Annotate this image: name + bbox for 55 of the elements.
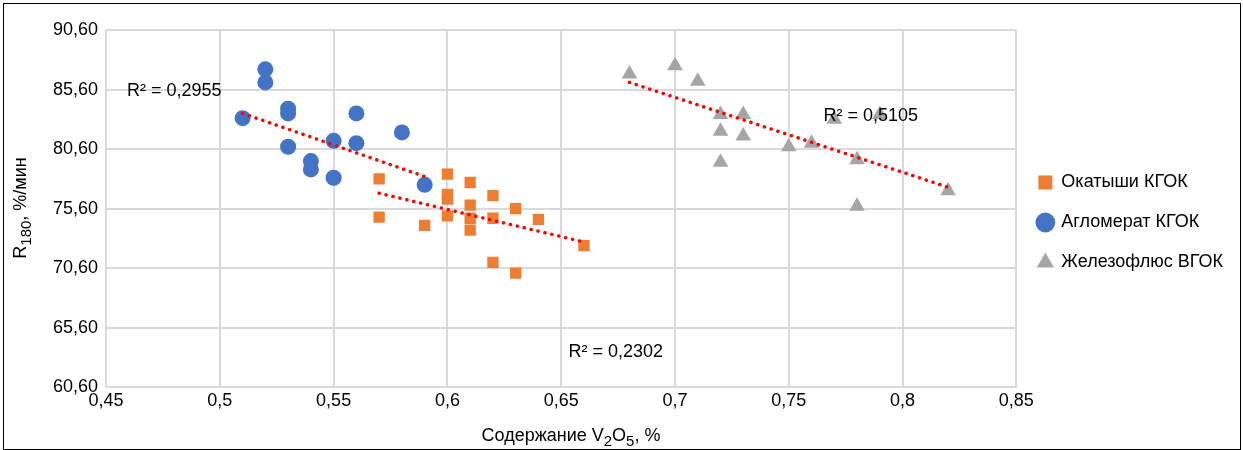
point bbox=[510, 203, 522, 215]
annotation: R² = 0,5105 bbox=[823, 104, 918, 125]
point bbox=[348, 135, 365, 152]
point bbox=[464, 176, 476, 189]
point bbox=[393, 124, 410, 141]
point bbox=[280, 138, 297, 155]
point bbox=[803, 134, 820, 148]
y-tick-label: 75,60 bbox=[53, 197, 99, 218]
x-tick-label: 0,65 bbox=[543, 390, 579, 411]
point bbox=[416, 176, 433, 193]
point bbox=[849, 197, 865, 211]
legend-label: Агломерат КГОК bbox=[1061, 211, 1200, 232]
point bbox=[667, 56, 683, 71]
point bbox=[373, 173, 385, 185]
y-tick-label: 70,60 bbox=[53, 257, 99, 278]
annotation: R² = 0,2955 bbox=[127, 79, 222, 100]
legend-label: Окатыши КГОК bbox=[1061, 171, 1189, 192]
point bbox=[325, 169, 342, 186]
x-tick-label: 0,55 bbox=[316, 390, 352, 411]
point bbox=[578, 239, 590, 252]
point bbox=[735, 105, 752, 120]
y-tick-label: 65,60 bbox=[53, 316, 99, 337]
point bbox=[419, 219, 431, 232]
point bbox=[257, 61, 274, 78]
point bbox=[689, 72, 706, 86]
point bbox=[780, 137, 797, 152]
annotation: R² = 0,2302 bbox=[568, 340, 664, 361]
point bbox=[441, 193, 454, 205]
y-tick-label: 85,60 bbox=[53, 78, 99, 99]
x-tick-label: 0,7 bbox=[662, 390, 688, 411]
point bbox=[735, 127, 752, 141]
point bbox=[348, 105, 365, 122]
point bbox=[532, 213, 545, 226]
point bbox=[712, 153, 729, 167]
point bbox=[441, 210, 454, 222]
point bbox=[510, 267, 522, 279]
point bbox=[441, 168, 454, 180]
x-tick-label: 0,85 bbox=[998, 390, 1034, 411]
x-tick-label: 0,6 bbox=[434, 390, 460, 411]
point bbox=[464, 224, 476, 236]
x-tick-label: 0,75 bbox=[771, 390, 807, 411]
y-tick-label: 90,60 bbox=[53, 18, 99, 39]
point bbox=[712, 122, 729, 136]
point bbox=[621, 65, 638, 79]
x-tick-label: 0,8 bbox=[890, 390, 916, 411]
y-tick-label: 80,60 bbox=[53, 138, 99, 159]
point bbox=[464, 199, 476, 211]
point bbox=[257, 74, 274, 91]
point bbox=[487, 189, 499, 202]
legend-label: Железофлюс ВГОК bbox=[1061, 251, 1224, 272]
point bbox=[487, 256, 499, 268]
x-tick-label: 0,5 bbox=[207, 390, 233, 411]
point bbox=[234, 110, 251, 127]
x-axis-title: Содержание V$_{2}$O$_{5}$, % bbox=[481, 425, 661, 449]
point bbox=[373, 211, 385, 223]
